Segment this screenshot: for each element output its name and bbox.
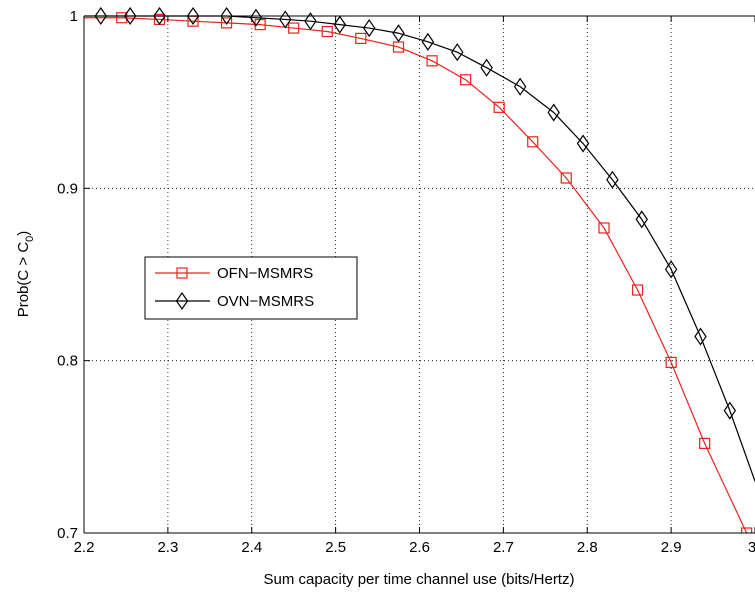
data-point-square — [116, 12, 128, 24]
data-point-diamond — [94, 6, 108, 26]
data-point-square — [176, 267, 188, 279]
data-point-diamond — [723, 401, 737, 420]
x-tick-label: 2.8 — [577, 539, 598, 556]
data-point-square — [665, 356, 677, 368]
data-point-diamond — [635, 210, 648, 229]
data-point-square — [527, 136, 539, 148]
data-point-square — [493, 101, 505, 113]
data-point-diamond — [392, 24, 405, 43]
x-tick-label: 2.5 — [325, 539, 346, 556]
data-point-diamond — [123, 6, 137, 26]
data-point-diamond — [664, 260, 678, 279]
y-tick-label: 0.8 — [57, 353, 78, 370]
data-point-square — [560, 172, 572, 184]
data-point-diamond — [304, 12, 317, 31]
data-point-diamond — [220, 6, 233, 26]
x-tick-label: 2.2 — [74, 539, 95, 556]
data-point-diamond — [186, 6, 200, 26]
x-tick-label: 2.9 — [661, 539, 682, 556]
data-point-diamond — [362, 19, 376, 38]
x-tick-label: 3 — [748, 539, 755, 556]
legend-item: OVN−MSMRS — [155, 291, 314, 311]
series-line — [84, 17, 748, 533]
y-axis-label-main: Prob(C > C — [15, 242, 32, 318]
data-point-square — [426, 55, 438, 67]
data-point-diamond — [153, 6, 166, 26]
data-point-diamond — [606, 170, 619, 189]
legend: OFN−MSMRS OVN−MSMRS — [144, 256, 358, 320]
data-point-diamond — [333, 15, 347, 34]
data-point-diamond — [249, 8, 263, 27]
data-point-square — [631, 284, 644, 296]
series-square — [84, 12, 753, 533]
x-tick-label: 2.7 — [493, 539, 514, 556]
data-point-diamond — [279, 10, 292, 29]
legend-label: OVN−MSMRS — [217, 293, 314, 310]
data-point-diamond — [175, 291, 189, 311]
y-tick-label: 0.9 — [57, 180, 78, 197]
y-axis-label-subscript: 0 — [24, 236, 36, 242]
data-point-square — [288, 22, 300, 34]
data-point-square — [741, 527, 753, 533]
data-point-diamond — [576, 134, 590, 153]
y-axis-label-close: ) — [15, 231, 32, 236]
data-point-diamond — [694, 327, 707, 346]
data-point-diamond — [513, 77, 527, 96]
data-point-square — [321, 25, 333, 38]
data-point-square — [460, 74, 472, 86]
x-tick-label: 2.6 — [409, 539, 430, 556]
y-axis-label: Prob(C > C0) — [15, 231, 36, 318]
data-point-diamond — [451, 43, 464, 62]
data-point-square — [598, 222, 610, 234]
data-point-diamond — [547, 103, 560, 122]
data-point-square — [220, 17, 233, 29]
x-axis-label: Sum capacity per time channel use (bits/… — [264, 571, 575, 588]
x-tick-label: 2.3 — [157, 539, 178, 556]
legend-box — [144, 256, 358, 320]
y-tick-label: 0.7 — [57, 525, 78, 542]
y-tick-label: 1 — [70, 8, 78, 25]
legend-item: OFN−MSMRS — [155, 265, 313, 282]
data-point-diamond — [421, 32, 435, 51]
x-tick-label: 2.4 — [241, 539, 262, 556]
data-point-diamond — [480, 58, 493, 77]
data-point-square — [355, 32, 367, 45]
data-point-square — [699, 437, 711, 449]
legend-label: OFN−MSMRS — [217, 265, 313, 282]
ticks: 2.2 2.3 2.4 2.5 2.6 2.7 2.8 2.9 3 0.7 0.8 0.9 1 — [57, 8, 755, 556]
